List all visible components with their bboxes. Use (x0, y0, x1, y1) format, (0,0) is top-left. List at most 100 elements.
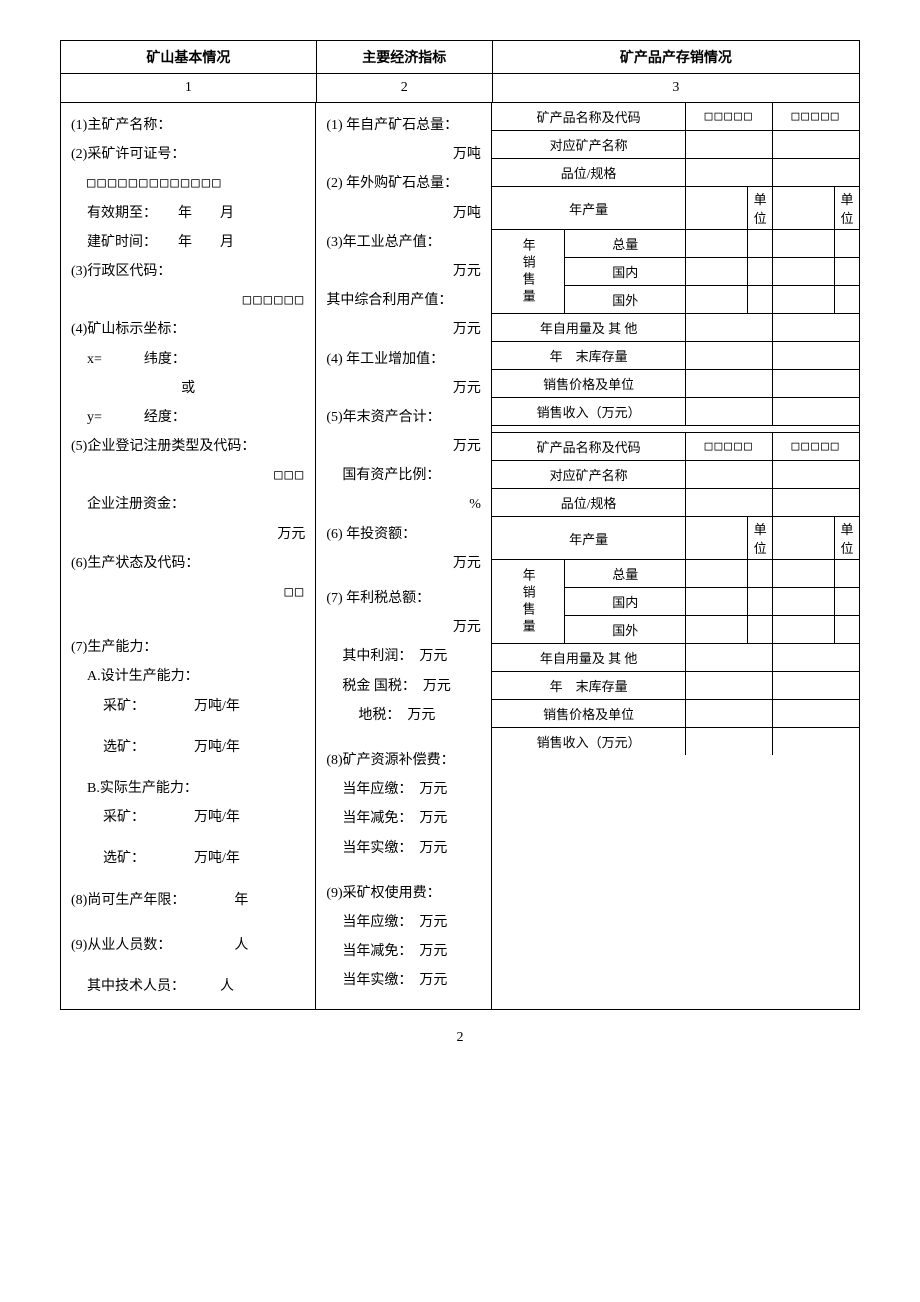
coord-x: x= 纬度： (71, 347, 305, 372)
annual-sales-group: 年销售量 (492, 230, 565, 314)
enterprise-reg-type: (5)企业登记注册类型及代码： (71, 434, 305, 459)
design-capacity: A.设计生产能力： (71, 664, 305, 689)
x-label: x= (87, 352, 102, 367)
grade-spec-2: 品位/规格 (492, 489, 686, 517)
enterprise-type-boxes: □□□ (71, 463, 305, 488)
self-ore-total: (1) 年自产矿石总量： (326, 113, 481, 138)
self-ore-unit: 万吨 (326, 142, 481, 167)
industrial-added-value: (4) 年工业增加值： (326, 347, 481, 372)
sales-total: 总量 (565, 230, 686, 258)
prod-capacity: (7)生产能力： (71, 635, 305, 660)
mining-license-no: (2)采矿许可证号： (71, 142, 305, 167)
sales-revenue: 销售收入（万元） (492, 398, 686, 426)
industrial-output-unit: 万元 (326, 259, 481, 284)
corresp-mineral-2: 对应矿产名称 (492, 461, 686, 489)
grade-spec: 品位/规格 (492, 159, 686, 187)
profit: 其中利润： 万元 (326, 644, 481, 669)
design-mining: 采矿： 万吨/年 (71, 694, 305, 719)
admin-code-boxes: □□□□□□ (71, 288, 305, 313)
state-asset-ratio: 国有资产比例： (326, 463, 481, 488)
year-end-assets-unit: 万元 (326, 434, 481, 459)
fee-payable: 当年应缴： 万元 (326, 777, 481, 802)
sale-price-unit-2: 销售价格及单位 (492, 700, 686, 728)
remaining-years: (8)尚可生产年限： 年 (71, 888, 305, 913)
resource-comp-fee: (8)矿产资源补偿费： (326, 748, 481, 773)
year-end-stock: 年 末库存量 (492, 342, 686, 370)
product-info: 矿产品名称及代码 □□□□□ □□□□□ 对应矿产名称 品位/规格 年产量单位单… (492, 103, 859, 1009)
state-asset-ratio-unit: % (326, 492, 481, 517)
form-table: 矿山基本情况 主要经济指标 矿产品产存销情况 1 2 3 (1)主矿产名称： (… (60, 40, 860, 1010)
corresp-mineral: 对应矿产名称 (492, 131, 686, 159)
coord-or: 或 (71, 376, 305, 401)
y-label: y= (87, 410, 102, 425)
year-end-assets: (5)年末资产合计： (326, 405, 481, 430)
purchased-ore-unit: 万吨 (326, 201, 481, 226)
prod-status-boxes: □□ (71, 580, 305, 605)
product-code-boxes-1a: □□□□□ (686, 103, 773, 131)
coord-y: y= 经度： (71, 405, 305, 430)
design-dressing: 选矿： 万吨/年 (71, 735, 305, 760)
economic-indicators: (1) 年自产矿石总量： 万吨 (2) 年外购矿石总量： 万吨 (3)年工业总产… (316, 103, 492, 1009)
mining-right-fee: (9)采矿权使用费： (326, 881, 481, 906)
lat-label: 纬度： (144, 352, 186, 367)
prod-status: (6)生产状态及代码： (71, 551, 305, 576)
license-boxes: □□□□□□□□□□□□□ (71, 171, 305, 196)
mine-coord-label: (4)矿山标示坐标： (71, 317, 305, 342)
lon-label: 经度： (144, 410, 186, 425)
sales-revenue-2: 销售收入（万元） (492, 728, 686, 756)
self-use-other: 年自用量及 其 他 (492, 314, 686, 342)
product-name-code: 矿产品名称及代码 (492, 103, 686, 131)
annual-output: 年产量 (492, 187, 686, 230)
unit-label-2b: 单位 (834, 517, 859, 560)
sale-price-unit: 销售价格及单位 (492, 370, 686, 398)
sales-domestic-2: 国内 (565, 588, 686, 616)
right-fee-exempt: 当年减免： 万元 (326, 939, 481, 964)
num-3: 3 (493, 74, 859, 102)
industrial-added-unit: 万元 (326, 376, 481, 401)
profit-tax-unit: 万元 (326, 615, 481, 640)
purchased-ore-total: (2) 年外购矿石总量： (326, 171, 481, 196)
year-investment-unit: 万元 (326, 551, 481, 576)
header-col2: 主要经济指标 (317, 41, 493, 73)
unit-label-1b: 单位 (834, 187, 859, 230)
header-col1: 矿山基本情况 (61, 41, 317, 73)
local-tax: 地税： 万元 (326, 703, 481, 728)
right-fee-paid: 当年实缴： 万元 (326, 968, 481, 993)
num-2: 2 (317, 74, 493, 102)
main-mineral-name: (1)主矿产名称： (71, 113, 305, 138)
fee-exempt: 当年减免： 万元 (326, 806, 481, 831)
employees: (9)从业人员数： 人 (71, 933, 305, 958)
mine-basic-info: (1)主矿产名称： (2)采矿许可证号： □□□□□□□□□□□□□ 有效期至：… (61, 103, 316, 1009)
body-row: (1)主矿产名称： (2)采矿许可证号： □□□□□□□□□□□□□ 有效期至：… (61, 103, 859, 1009)
build-time: 建矿时间： 年 月 (71, 230, 305, 255)
reg-capital: 企业注册资金： (71, 492, 305, 517)
year-end-stock-2: 年 末库存量 (492, 672, 686, 700)
unit-label-1a: 单位 (748, 187, 773, 230)
profit-tax-total: (7) 年利税总额： (326, 586, 481, 611)
self-use-other-2: 年自用量及 其 他 (492, 644, 686, 672)
reg-capital-unit: 万元 (71, 522, 305, 547)
actual-dressing: 选矿： 万吨/年 (71, 846, 305, 871)
annual-output-2: 年产量 (492, 517, 686, 560)
sales-domestic: 国内 (565, 258, 686, 286)
right-fee-payable: 当年应缴： 万元 (326, 910, 481, 935)
product-code-boxes-2a: □□□□□ (686, 433, 773, 461)
num-1: 1 (61, 74, 317, 102)
product-name-code-2: 矿产品名称及代码 (492, 433, 686, 461)
header-col3: 矿产品产存销情况 (493, 41, 859, 73)
number-row: 1 2 3 (61, 74, 859, 103)
actual-mining: 采矿： 万吨/年 (71, 805, 305, 830)
sales-foreign: 国外 (565, 286, 686, 314)
annual-sales-group-2: 年销售量 (492, 560, 565, 644)
actual-capacity: B.实际生产能力： (71, 776, 305, 801)
header-row: 矿山基本情况 主要经济指标 矿产品产存销情况 (61, 41, 859, 74)
admin-code-label: (3)行政区代码： (71, 259, 305, 284)
national-tax: 税金 国税： 万元 (326, 674, 481, 699)
product-code-boxes-2b: □□□□□ (773, 433, 859, 461)
comprehensive-value: 其中综合利用产值： (326, 288, 481, 313)
product-code-boxes-1b: □□□□□ (773, 103, 859, 131)
tech-staff: 其中技术人员： 人 (71, 974, 305, 999)
valid-until: 有效期至： 年 月 (71, 201, 305, 226)
comprehensive-value-unit: 万元 (326, 317, 481, 342)
product-table-1: 矿产品名称及代码 □□□□□ □□□□□ 对应矿产名称 品位/规格 年产量单位单… (492, 103, 859, 755)
